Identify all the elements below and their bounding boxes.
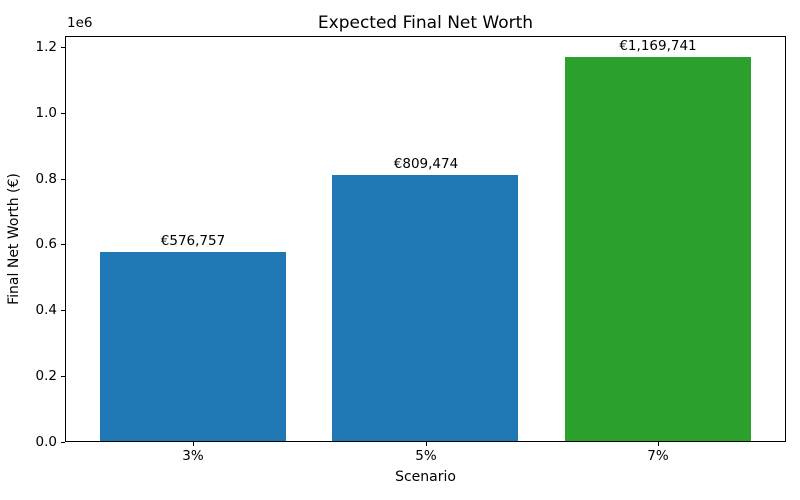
y-axis-offset-text: 1e6 [67, 15, 93, 31]
x-tick-mark [426, 442, 427, 446]
y-tick-mark [61, 113, 65, 114]
bar-value-label: €576,757 [160, 233, 226, 249]
bar [332, 175, 518, 442]
y-tick-mark [61, 179, 65, 180]
plot-area [65, 36, 786, 442]
x-tick-label: 5% [415, 448, 437, 464]
bar-value-label: €809,474 [393, 156, 459, 172]
x-tick-mark [193, 442, 194, 446]
y-tick-label: 0.4 [35, 302, 57, 318]
y-tick-mark [61, 47, 65, 48]
bar-value-label: €1,169,741 [619, 38, 697, 54]
y-tick-mark [61, 442, 65, 443]
bar [100, 252, 286, 442]
x-axis-label: Scenario [395, 469, 456, 485]
y-tick-mark [61, 376, 65, 377]
y-tick-label: 1.2 [35, 39, 57, 55]
bar [565, 57, 751, 442]
y-tick-label: 0.0 [35, 434, 57, 450]
y-tick-label: 0.2 [35, 368, 57, 384]
chart-title: Expected Final Net Worth [317, 13, 534, 33]
y-tick-label: 1.0 [35, 105, 57, 121]
y-tick-label: 0.6 [35, 236, 57, 252]
y-tick-label: 0.8 [35, 171, 57, 187]
x-tick-label: 3% [182, 448, 204, 464]
x-tick-mark [658, 442, 659, 446]
x-tick-label: 7% [647, 448, 669, 464]
y-tick-mark [61, 310, 65, 311]
y-tick-mark [61, 244, 65, 245]
